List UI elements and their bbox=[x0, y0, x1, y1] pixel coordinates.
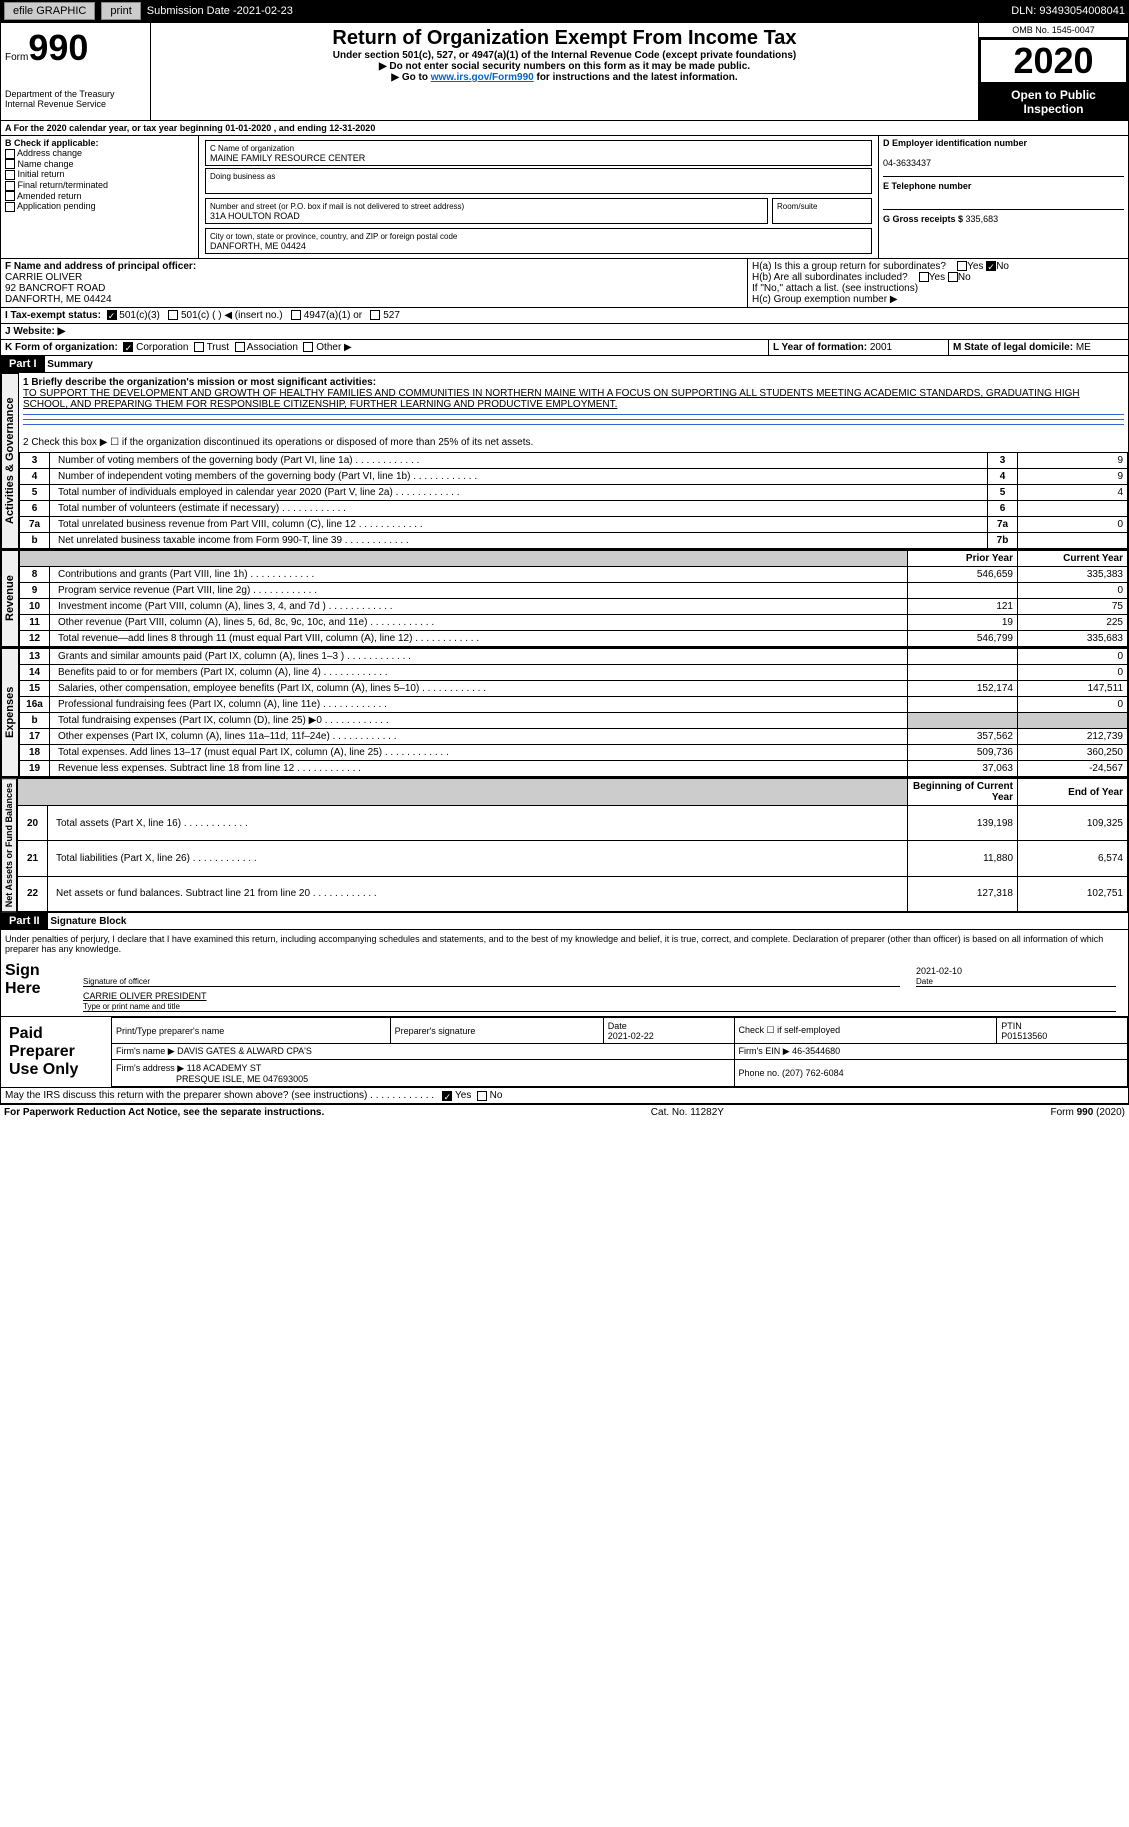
501c3-checkbox[interactable] bbox=[107, 310, 117, 320]
org-street: 31A HOULTON ROAD bbox=[210, 211, 300, 221]
omb-number: OMB No. 1545-0047 bbox=[979, 23, 1128, 38]
line2: 2 Check this box ▶ ☐ if the organization… bbox=[19, 433, 1128, 452]
footer-left: For Paperwork Reduction Act Notice, see … bbox=[4, 1107, 324, 1118]
discuss-row: May the IRS discuss this return with the… bbox=[0, 1088, 1129, 1104]
subtitle-3: ▶ Go to www.irs.gov/Form990 for instruct… bbox=[155, 72, 974, 83]
org-city: DANFORTH, ME 04424 bbox=[210, 241, 306, 251]
corp-checkbox[interactable] bbox=[123, 342, 133, 352]
officer-name-field: CARRIE OLIVER PRESIDENTType or print nam… bbox=[83, 991, 1116, 1012]
rev-label: Revenue bbox=[1, 550, 19, 647]
sign-here-label: Sign Here bbox=[5, 962, 75, 1012]
form-prefix: Form bbox=[5, 52, 28, 63]
mission-text: TO SUPPORT THE DEVELOPMENT AND GROWTH OF… bbox=[23, 388, 1080, 410]
exp-label: Expenses bbox=[1, 648, 19, 777]
officer-addr2: DANFORTH, ME 04424 bbox=[5, 294, 112, 305]
addr-change-checkbox[interactable] bbox=[5, 149, 15, 159]
h-b: H(b) Are all subordinates included? Yes … bbox=[752, 272, 1124, 283]
expenses-section: Expenses 13Grants and similar amounts pa… bbox=[0, 648, 1129, 778]
discuss-no-checkbox[interactable] bbox=[477, 1091, 487, 1101]
signature-block: Under penalties of perjury, I declare th… bbox=[0, 930, 1129, 1017]
subdate-label: Submission Date - bbox=[147, 5, 237, 17]
print-btn[interactable]: print bbox=[101, 2, 140, 20]
subtitle-2: ▶ Do not enter social security numbers o… bbox=[155, 61, 974, 72]
name-change-checkbox[interactable] bbox=[5, 159, 15, 169]
form-id-block: Form990 Department of the Treasury Inter… bbox=[1, 23, 151, 120]
revenue-section: Revenue Prior YearCurrent Year 8Contribu… bbox=[0, 550, 1129, 648]
org-name: MAINE FAMILY RESOURCE CENTER bbox=[210, 153, 365, 163]
bal-table: Beginning of Current YearEnd of Year 20T… bbox=[17, 778, 1128, 912]
ein: 04-3633437 bbox=[883, 158, 931, 168]
firm-addr2: PRESQUE ISLE, ME 047693005 bbox=[176, 1074, 308, 1084]
part-1-header: Part I Summary bbox=[0, 356, 1129, 373]
perjury-text: Under penalties of perjury, I declare th… bbox=[5, 934, 1124, 954]
info-row-1: B Check if applicable: Address change Na… bbox=[0, 136, 1129, 259]
state-domicile: ME bbox=[1076, 342, 1091, 353]
gross-receipts: 335,683 bbox=[966, 214, 999, 224]
year-formation: 2001 bbox=[870, 342, 892, 353]
firm-ein: 46-3544680 bbox=[792, 1046, 840, 1056]
open-public: Open to Public Inspection bbox=[979, 84, 1128, 120]
sig-officer-field[interactable]: Signature of officer bbox=[83, 966, 900, 987]
preparer-block: Paid Preparer Use Only Print/Type prepar… bbox=[0, 1017, 1129, 1088]
form-title: Return of Organization Exempt From Incom… bbox=[155, 27, 974, 50]
ptin: P01513560 bbox=[1001, 1031, 1047, 1041]
balance-section: Net Assets or Fund Balances Beginning of… bbox=[0, 778, 1129, 913]
amended-checkbox[interactable] bbox=[5, 191, 15, 201]
year-block: OMB No. 1545-0047 2020 Open to Public In… bbox=[978, 23, 1128, 120]
firm-addr1: 118 ACADEMY ST bbox=[187, 1063, 262, 1073]
page-footer: For Paperwork Reduction Act Notice, see … bbox=[0, 1104, 1129, 1120]
h-a: H(a) Is this a group return for subordin… bbox=[752, 261, 1124, 272]
topbar: efile GRAPHIC print Submission Date - 20… bbox=[0, 0, 1129, 22]
gov-label: Activities & Governance bbox=[1, 373, 19, 549]
subtitle-1: Under section 501(c), 527, or 4947(a)(1)… bbox=[155, 50, 974, 61]
form-header: Form990 Department of the Treasury Inter… bbox=[0, 22, 1129, 121]
row-j: J Website: ▶ bbox=[0, 324, 1129, 340]
initial-return-checkbox[interactable] bbox=[5, 170, 15, 180]
line-a: A For the 2020 calendar year, or tax yea… bbox=[0, 121, 1129, 136]
bal-label: Net Assets or Fund Balances bbox=[1, 778, 17, 912]
efile-btn[interactable]: efile GRAPHIC bbox=[4, 2, 95, 20]
section-d-e-g: D Employer identification number04-36334… bbox=[878, 136, 1128, 258]
section-c: C Name of organizationMAINE FAMILY RESOU… bbox=[199, 136, 878, 258]
discuss-yes-checkbox[interactable] bbox=[442, 1091, 452, 1101]
governance-section: Activities & Governance 1 Briefly descri… bbox=[0, 373, 1129, 550]
info-row-2: F Name and address of principal officer:… bbox=[0, 259, 1129, 308]
dept-irs: Internal Revenue Service bbox=[5, 99, 146, 109]
rev-table: Prior YearCurrent Year 8Contributions an… bbox=[19, 550, 1128, 647]
app-pending-checkbox[interactable] bbox=[5, 202, 15, 212]
row-i: I Tax-exempt status: 501(c)(3) 501(c) ( … bbox=[0, 308, 1129, 324]
final-return-checkbox[interactable] bbox=[5, 181, 15, 191]
paid-prep-label: Paid Preparer Use Only bbox=[1, 1017, 111, 1087]
row-k-l-m: K Form of organization: Corporation Trus… bbox=[0, 340, 1129, 356]
firm-phone: (207) 762-6084 bbox=[782, 1068, 844, 1078]
officer-name: CARRIE OLIVER bbox=[5, 272, 82, 283]
firm-name: DAVIS GATES & ALWARD CPA'S bbox=[177, 1046, 312, 1056]
title-block: Return of Organization Exempt From Incom… bbox=[151, 23, 978, 120]
part-2-header: Part II Signature Block bbox=[0, 913, 1129, 930]
preparer-table: Print/Type preparer's name Preparer's si… bbox=[111, 1017, 1128, 1087]
sig-date-field: 2021-02-10Date bbox=[916, 966, 1116, 987]
h-c: H(c) Group exemption number ▶ bbox=[752, 294, 1124, 305]
dln: DLN: 93493054008041 bbox=[1011, 5, 1125, 17]
footer-mid: Cat. No. 11282Y bbox=[651, 1107, 724, 1118]
officer-addr1: 92 BANCROFT ROAD bbox=[5, 283, 105, 294]
line1-label: 1 Briefly describe the organization's mi… bbox=[23, 377, 376, 388]
tax-year: 2020 bbox=[979, 38, 1128, 84]
irs-link[interactable]: www.irs.gov/Form990 bbox=[431, 72, 534, 83]
gov-table: 3Number of voting members of the governi… bbox=[19, 452, 1128, 549]
form-number: 990 bbox=[28, 27, 88, 68]
subdate: 2021-02-23 bbox=[237, 5, 293, 17]
dept-treasury: Department of the Treasury bbox=[5, 89, 146, 99]
exp-table: 13Grants and similar amounts paid (Part … bbox=[19, 648, 1128, 777]
footer-right: Form 990 (2020) bbox=[1051, 1107, 1125, 1118]
section-b: B Check if applicable: Address change Na… bbox=[1, 136, 199, 258]
h-b-note: If "No," attach a list. (see instruction… bbox=[752, 283, 1124, 294]
